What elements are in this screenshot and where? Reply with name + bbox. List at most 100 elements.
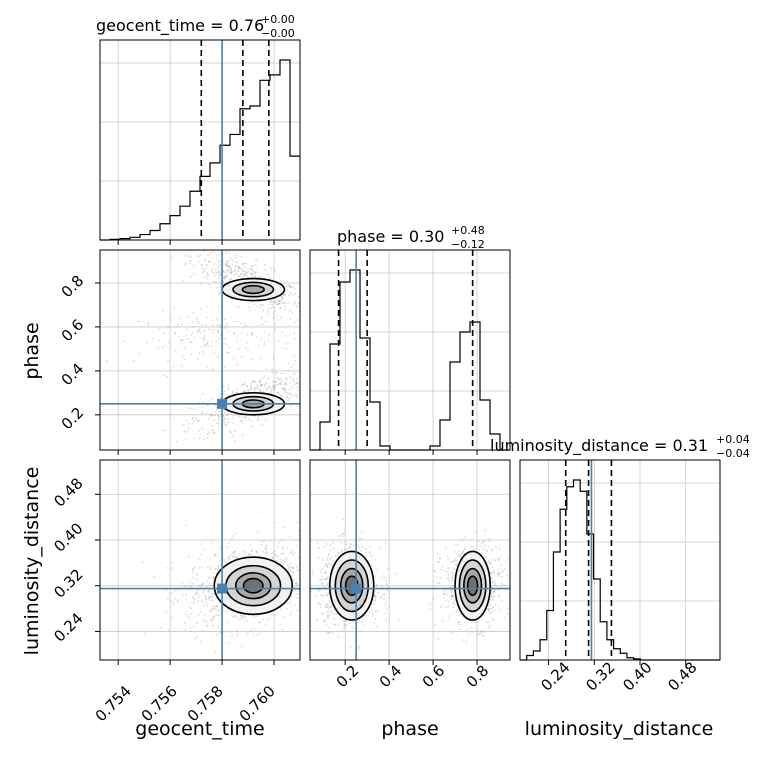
sample-point <box>225 322 228 325</box>
sample-point <box>342 627 345 630</box>
sample-point <box>442 592 445 595</box>
sample-point <box>233 270 236 272</box>
sample-point <box>213 352 216 355</box>
sample-point <box>491 607 494 610</box>
sample-point <box>293 604 296 606</box>
sample-point <box>286 546 289 549</box>
sample-point <box>296 521 299 524</box>
sample-point <box>324 572 327 575</box>
sample-point <box>206 585 208 588</box>
sample-point <box>269 277 272 280</box>
sample-point <box>261 424 264 426</box>
sample-point <box>250 419 253 422</box>
sample-point <box>330 604 333 607</box>
sample-point <box>272 316 275 319</box>
sample-point <box>192 597 195 600</box>
sample-point <box>482 631 485 633</box>
sample-point <box>480 544 483 547</box>
sample-point <box>202 619 205 622</box>
sample-point <box>195 417 198 419</box>
sample-point <box>319 578 321 581</box>
sample-point <box>297 556 300 559</box>
sample-point <box>215 281 218 283</box>
sample-point <box>487 559 490 562</box>
sample-point <box>251 331 254 334</box>
sample-point <box>289 292 292 295</box>
sample-point <box>193 598 196 601</box>
sample-point <box>218 410 221 413</box>
sample-point <box>228 346 230 349</box>
sample-point <box>443 593 446 595</box>
ld-geo-contour <box>242 577 264 594</box>
sample-point <box>274 301 277 304</box>
sample-point <box>328 631 331 634</box>
sample-point <box>482 540 485 543</box>
sample-point <box>213 615 216 618</box>
sample-point <box>244 615 247 618</box>
sample-point <box>219 292 222 295</box>
sample-point <box>266 310 269 313</box>
sample-point <box>285 302 288 305</box>
sample-point <box>240 385 243 387</box>
sample-point <box>196 589 199 592</box>
sample-point <box>446 555 449 558</box>
sample-point <box>260 384 262 387</box>
sample-point <box>327 617 330 620</box>
sample-point <box>266 389 269 392</box>
sample-point <box>251 272 254 275</box>
sample-point <box>234 267 237 269</box>
sample-point <box>326 614 329 617</box>
sample-point <box>374 595 377 598</box>
sample-point <box>325 605 327 607</box>
sample-point <box>492 581 495 584</box>
sample-point <box>198 329 201 331</box>
sample-point <box>216 422 219 424</box>
sample-point <box>492 590 495 593</box>
sample-point <box>228 642 230 645</box>
sample-point <box>451 576 453 579</box>
sample-point <box>295 545 298 547</box>
sample-point <box>486 550 489 552</box>
sample-point <box>273 306 276 308</box>
sample-point <box>204 345 207 348</box>
sample-point <box>336 555 339 558</box>
sample-point <box>186 337 189 340</box>
sample-point <box>212 576 215 578</box>
sample-point <box>375 584 378 587</box>
sample-point <box>280 383 283 386</box>
sample-point <box>334 624 336 627</box>
sample-point <box>323 571 326 574</box>
sample-point <box>210 610 212 613</box>
sample-point <box>455 544 458 547</box>
sample-point <box>217 331 220 334</box>
sample-point <box>205 412 208 414</box>
sample-point <box>255 336 258 339</box>
sample-point <box>268 386 271 388</box>
sample-point <box>151 337 154 340</box>
sample-point <box>206 305 209 308</box>
sample-point <box>471 631 473 633</box>
sample-point <box>245 274 248 277</box>
sample-point <box>232 422 234 424</box>
sample-point <box>244 262 247 265</box>
sample-point <box>211 267 213 270</box>
sample-point <box>253 381 256 383</box>
sample-point <box>219 264 221 267</box>
sample-point <box>463 547 466 550</box>
y-axis-label-phase: phase <box>21 322 43 379</box>
sample-point <box>276 303 279 306</box>
sample-point <box>239 273 242 276</box>
sample-point <box>223 418 226 421</box>
sample-point <box>478 540 481 543</box>
sample-point <box>292 566 295 569</box>
sample-point <box>192 437 195 440</box>
sample-point <box>474 621 476 624</box>
sample-point <box>328 600 331 603</box>
sample-point <box>450 570 453 572</box>
sample-point <box>251 549 253 552</box>
sample-point <box>484 544 486 547</box>
sample-point <box>147 323 150 326</box>
sample-point <box>236 254 239 257</box>
truth-marker <box>217 583 228 594</box>
